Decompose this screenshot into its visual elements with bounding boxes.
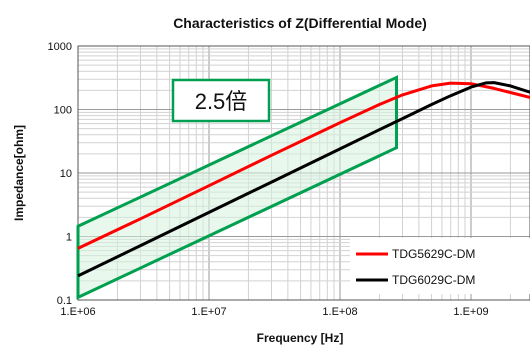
y-tick-label: 0.1 <box>57 295 72 307</box>
y-tick-label: 1000 <box>48 41 72 53</box>
x-tick-label: 1.E+06 <box>60 306 95 318</box>
legend-label-tdg6029c: TDG6029C-DM <box>392 273 475 287</box>
legend: TDG5629C-DM TDG6029C-DM <box>350 238 530 294</box>
legend-label-tdg5629c: TDG5629C-DM <box>392 247 475 261</box>
y-tick-label: 10 <box>60 168 72 180</box>
y-tick-label: 1 <box>66 232 72 244</box>
series-line-tdg6029c-dm <box>77 81 530 278</box>
y-axis-ticks: 1000 100 10 1 0.1 <box>48 41 72 307</box>
x-tick-label: 1.E+07 <box>191 306 226 318</box>
plot-frame <box>77 45 530 301</box>
y-axis-label: Impedance[ohm] <box>12 125 26 221</box>
ratio-annotation-box <box>171 78 271 123</box>
legend-background <box>350 238 530 294</box>
series-line-tdg5629c-dm <box>77 81 530 250</box>
series-layer <box>77 81 530 278</box>
x-tick-label: 1.E+08 <box>322 306 357 318</box>
y-tick-label: 100 <box>54 105 72 117</box>
ratio-annotation-label: 2.5倍 <box>195 89 248 114</box>
x-axis-ticks: 1.E+06 1.E+07 1.E+08 1.E+09 <box>60 306 488 318</box>
ratio-annotation: 2.5倍 <box>171 78 271 123</box>
x-tick-label: 1.E+09 <box>453 306 488 318</box>
x-axis-label: Frequency [Hz] <box>257 331 344 345</box>
chart-title: Characteristics of Z(Differential Mode) <box>173 15 427 31</box>
